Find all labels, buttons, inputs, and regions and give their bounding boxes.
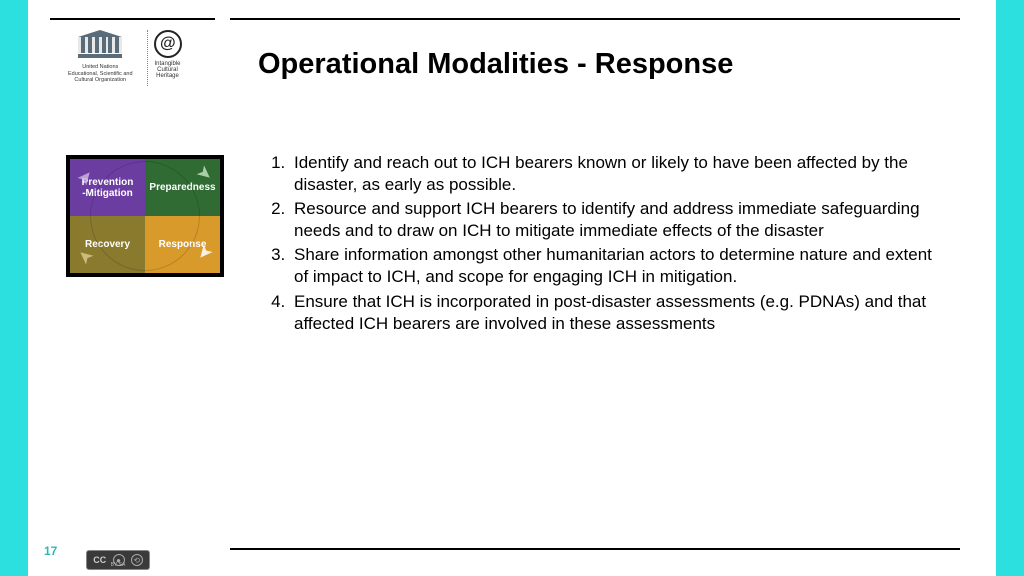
list-item: Identify and reach out to ICH bearers kn… — [290, 152, 938, 196]
ich-logo: @ Intangible Cultural Heritage — [154, 30, 182, 79]
unesco-line: United Nations — [68, 64, 133, 71]
diagram-quad-preparedness: Preparedness — [145, 159, 220, 216]
bottom-rule — [230, 548, 960, 550]
unesco-text: United Nations Educational, Scientific a… — [68, 64, 133, 84]
diagram-quad-response: Response — [145, 216, 220, 273]
list-item: Share information amongst other humanita… — [290, 244, 938, 288]
unesco-line: Cultural Organization — [68, 77, 133, 84]
ich-line: Heritage — [156, 73, 179, 79]
top-rule-left — [50, 18, 215, 20]
cc-sub: BY SA — [87, 562, 149, 568]
unesco-temple-icon — [78, 30, 122, 60]
page-number: 17 — [44, 544, 57, 558]
cycle-diagram: RecoveryResponsePreparednessPrevention-M… — [66, 155, 224, 277]
ordered-list: Identify and reach out to ICH bearers kn… — [258, 152, 938, 335]
ich-circle-icon: @ — [154, 30, 182, 58]
diagram-quad-recovery: Recovery — [70, 216, 145, 273]
list-item: Ensure that ICH is incorporated in post-… — [290, 291, 938, 335]
list-item: Resource and support ICH bearers to iden… — [290, 198, 938, 242]
diagram-inner: RecoveryResponsePreparednessPrevention-M… — [70, 159, 220, 273]
slide-title: Operational Modalities - Response — [258, 48, 733, 81]
unesco-line: Educational, Scientific and — [68, 71, 133, 78]
logo-divider — [147, 30, 148, 86]
unesco-logo: United Nations Educational, Scientific a… — [68, 30, 141, 84]
cc-license-badge: CC ● ⟲ BY SA — [86, 550, 150, 570]
logo-block: United Nations Educational, Scientific a… — [68, 30, 213, 86]
slide: United Nations Educational, Scientific a… — [28, 0, 996, 576]
top-rule-right — [230, 18, 960, 20]
diagram-quad-prevention: Prevention-Mitigation — [70, 159, 145, 216]
body-list: Identify and reach out to ICH bearers kn… — [258, 152, 938, 337]
